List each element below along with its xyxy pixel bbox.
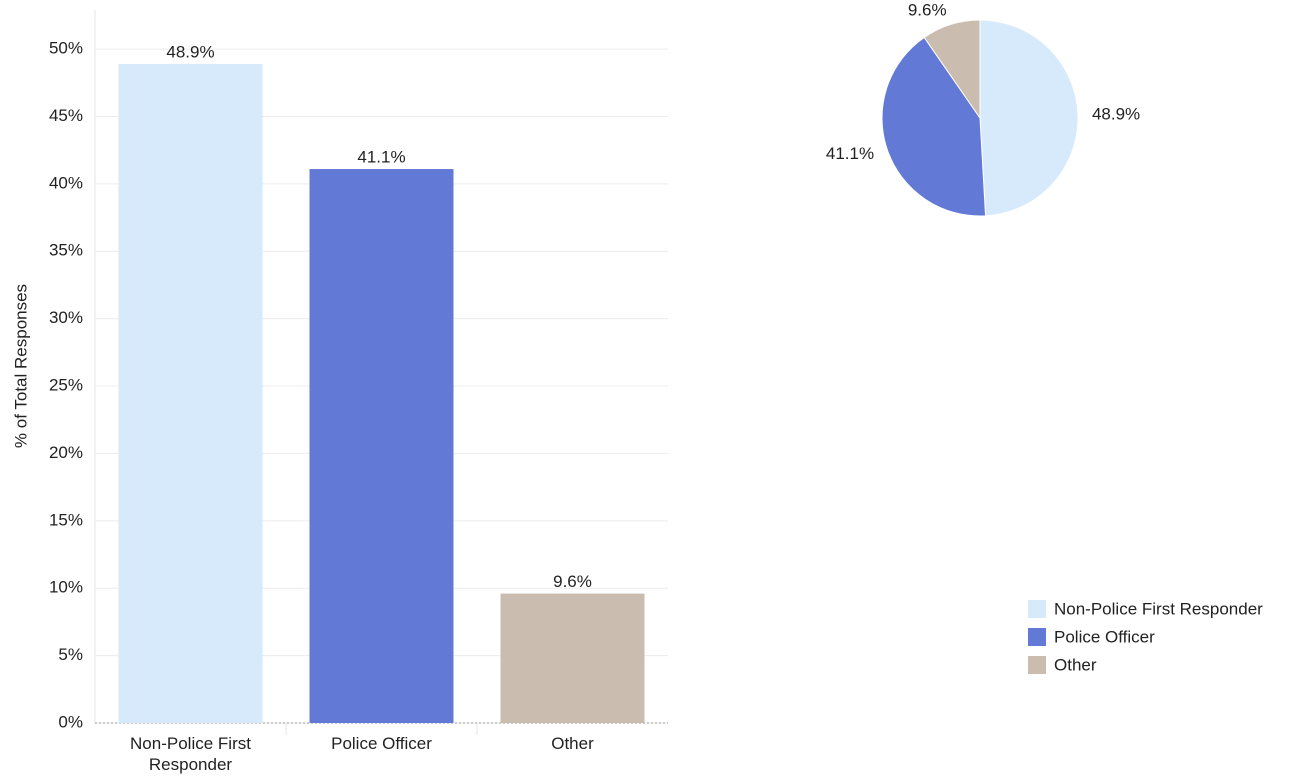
x-tick-label: Non-Police First Responder	[130, 734, 251, 774]
y-tick-label: 20%	[49, 443, 83, 462]
y-axis-title: % of Total Responses	[11, 284, 30, 448]
y-tick-label: 50%	[49, 39, 83, 58]
legend-label: Police Officer	[1054, 627, 1155, 646]
data-label: 41.1%	[826, 144, 874, 163]
data-label: 48.9%	[1092, 104, 1140, 123]
x-tick-label: Police Officer	[331, 734, 432, 753]
y-tick-label: 45%	[49, 106, 83, 125]
data-label: 9.6%	[553, 572, 592, 591]
bar	[500, 593, 645, 723]
y-tick-label: 25%	[49, 376, 83, 395]
legend-label: Non-Police First Responder	[1054, 599, 1263, 618]
bar	[309, 169, 454, 724]
legend-label: Other	[1054, 655, 1097, 674]
y-tick-label: 40%	[49, 173, 83, 192]
legend-swatch	[1028, 628, 1046, 646]
y-tick-label: 15%	[49, 510, 83, 529]
y-tick-label: 10%	[49, 578, 83, 597]
y-tick-label: 5%	[58, 645, 83, 664]
data-label: 41.1%	[357, 148, 405, 167]
legend-swatch	[1028, 600, 1046, 618]
y-tick-label: 0%	[58, 712, 83, 731]
pie-slice	[881, 36, 987, 217]
pie-slice	[979, 19, 1079, 217]
y-tick-label: 35%	[49, 241, 83, 260]
legend-swatch	[1028, 656, 1046, 674]
data-label: 9.6%	[908, 1, 947, 20]
pie-slice	[923, 19, 981, 120]
data-label: 48.9%	[166, 42, 214, 61]
x-tick-label: Other	[551, 734, 594, 753]
bar	[118, 63, 263, 724]
y-tick-label: 30%	[49, 308, 83, 327]
